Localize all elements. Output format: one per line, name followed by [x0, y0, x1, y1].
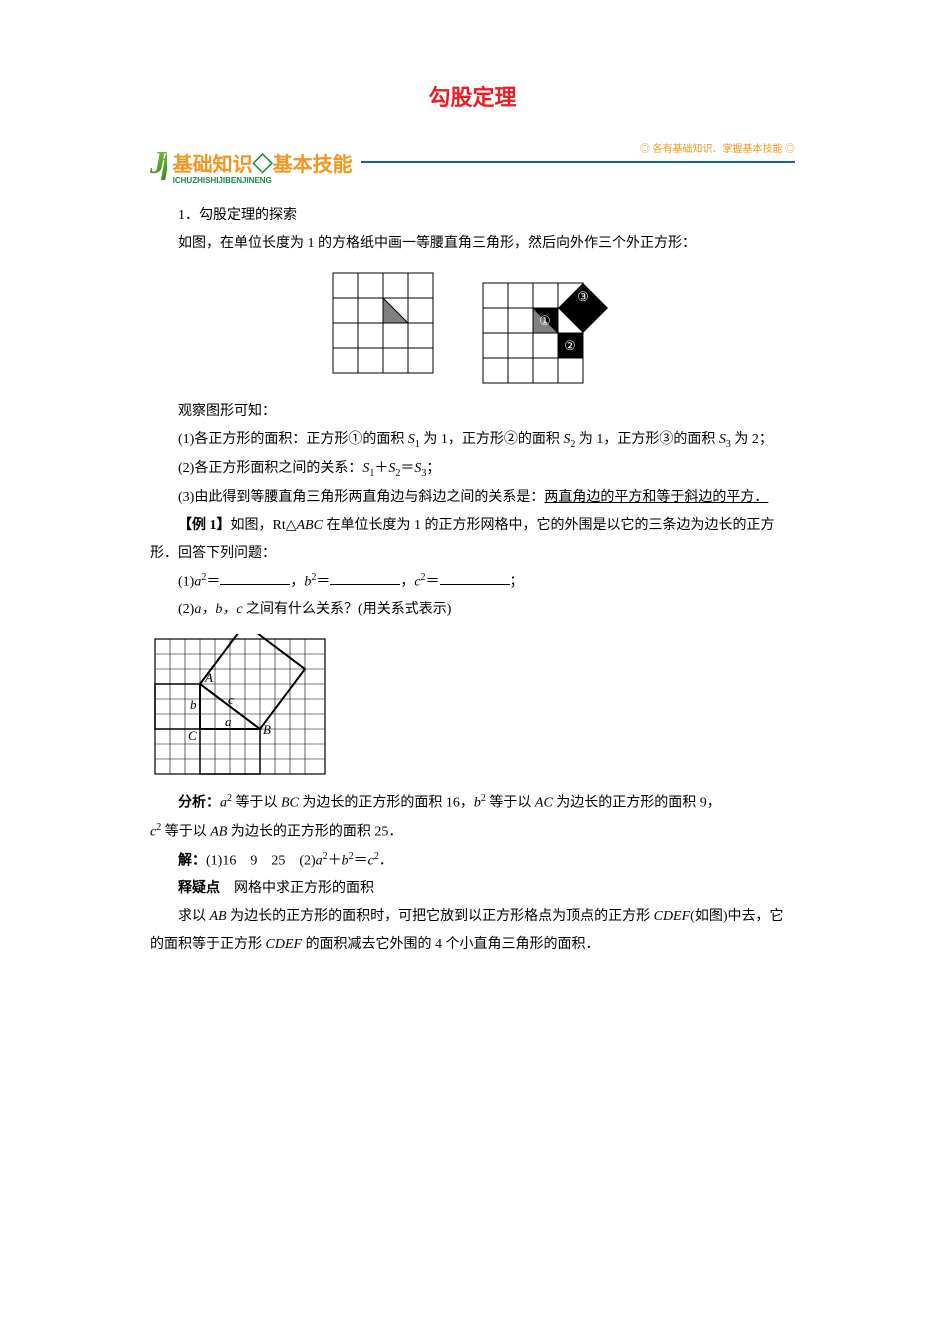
banner-pinyin: ICHUZHISHIJIBENJINENG	[173, 176, 272, 185]
banner-t2: 基本技能	[273, 154, 353, 176]
note-p: 求以 AB 为边长的正方形的面积时，可把它放到以正方形格点为顶点的正方形 CDE…	[150, 903, 795, 959]
s1-p2: (1)各正方形的面积：正方形①的面积 S1 为 1，正方形②的面积 S2 为 1…	[150, 426, 795, 455]
banner-logo: Jf	[150, 144, 167, 181]
analysis-p2: c2 等于以 AB 为边长的正方形的面积 25．	[150, 818, 795, 847]
svg-text:①: ①	[539, 313, 551, 328]
ex1-q2: (2)a，b，c 之间有什么关系？(用关系式表示)	[150, 596, 795, 624]
banner-t1: 基础知识	[173, 154, 253, 176]
svg-text:c: c	[228, 692, 234, 707]
banner-divider	[361, 161, 795, 163]
svg-text:③: ③	[577, 289, 589, 304]
s1-p4: (3)由此得到等腰直角三角形两直角边与斜边之间的关系是：两直角边的平方和等于斜边…	[150, 484, 795, 512]
section-banner: Jf 基础知识◇基本技能 ICHUZHISHIJIBENJINENG ◎ 各有基…	[150, 142, 795, 182]
content: 1．勾股定理的探索 如图，在单位长度为 1 的方格纸中画一等腰直角三角形，然后向…	[150, 202, 795, 959]
ex1-p1: 【例 1】如图，Rt△ABC 在单位长度为 1 的正方形网格中，它的外围是以它的…	[150, 512, 795, 568]
figure-row-1: ① ② ③	[150, 268, 795, 388]
banner-title: 基础知识◇基本技能 ICHUZHISHIJIBENJINENG	[173, 148, 353, 177]
figure-2-grid: ① ② ③	[478, 268, 618, 388]
svg-text:C: C	[188, 728, 197, 743]
svg-text:b: b	[190, 697, 197, 712]
banner-right: ◎ 各有基础知识、掌握基本技能 ◎	[640, 140, 795, 155]
svg-text:B: B	[263, 722, 271, 737]
banner-dot: ◇	[253, 154, 273, 176]
s1-obs: 观察图形可知：	[150, 398, 795, 426]
svg-text:A: A	[204, 670, 213, 685]
ex1-q1: (1)a2＝，b2＝，c2＝；	[150, 568, 795, 597]
figure-3-grid: A B C a b c	[150, 634, 330, 779]
svg-text:②: ②	[564, 338, 576, 353]
solution-p: 解：(1)16 9 25 (2)a2＋b2＝c2．	[150, 847, 795, 876]
s1-p1: 如图，在单位长度为 1 的方格纸中画一等腰直角三角形，然后向外作三个外正方形：	[150, 230, 795, 258]
s1-heading: 1．勾股定理的探索	[150, 202, 795, 230]
analysis-p: 分析：a2 等于以 BC 为边长的正方形的面积 16，b2 等于以 AC 为边长…	[150, 789, 795, 818]
banner-left: Jf 基础知识◇基本技能 ICHUZHISHIJIBENJINENG	[150, 144, 353, 181]
figure-1-grid	[328, 268, 438, 378]
note-h: 释疑点 网格中求正方形的面积	[150, 875, 795, 903]
s1-p3: (2)各正方形面积之间的关系：S1＋S2＝S3；	[150, 455, 795, 484]
figure-3-wrap: A B C a b c	[150, 634, 795, 779]
page-title: 勾股定理	[150, 80, 795, 112]
svg-text:a: a	[225, 714, 232, 729]
